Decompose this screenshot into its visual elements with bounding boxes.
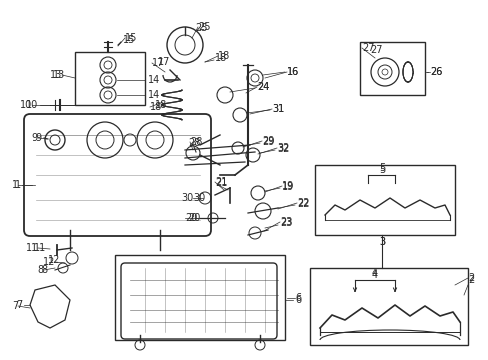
Bar [309, 268, 467, 345]
Text: 10: 10 [26, 100, 38, 110]
Text: 24: 24 [257, 82, 269, 92]
Text: 22: 22 [296, 199, 309, 209]
Text: 18: 18 [155, 100, 167, 110]
Text: 32: 32 [276, 144, 289, 154]
Text: 18: 18 [218, 51, 230, 61]
Text: 16: 16 [286, 67, 299, 77]
Text: 11: 11 [26, 243, 38, 253]
Text: 30: 30 [193, 193, 205, 203]
Text: 26: 26 [429, 67, 442, 77]
Text: 28: 28 [187, 138, 200, 148]
Text: 13: 13 [53, 70, 65, 80]
Text: 25: 25 [198, 22, 210, 32]
Text: 18: 18 [150, 102, 162, 112]
Text: 27: 27 [361, 43, 374, 53]
Text: 4: 4 [371, 268, 377, 278]
Text: 23: 23 [280, 217, 292, 227]
Text: 17: 17 [152, 58, 164, 68]
Text: 10: 10 [20, 100, 32, 110]
Bar [75, 52, 145, 105]
Text: 17: 17 [158, 57, 170, 67]
Text: 12: 12 [47, 255, 60, 265]
Text: 13: 13 [50, 70, 62, 80]
Text: 20: 20 [184, 213, 197, 223]
Text: 16: 16 [286, 67, 299, 77]
Text: 15: 15 [125, 33, 137, 43]
Text: 5: 5 [378, 163, 385, 173]
Text: 2: 2 [467, 275, 473, 285]
Text: 4: 4 [371, 270, 377, 280]
Text: 6: 6 [294, 295, 301, 305]
Text: 26: 26 [429, 67, 442, 77]
Text: 24: 24 [257, 82, 269, 92]
Text: 14: 14 [148, 90, 160, 100]
Bar [115, 255, 285, 340]
Text: 5: 5 [378, 165, 385, 175]
Text: 19: 19 [282, 182, 294, 192]
Text: 14: 14 [148, 75, 160, 85]
Text: 3: 3 [378, 237, 384, 247]
Text: 8: 8 [42, 265, 48, 275]
Text: 25: 25 [195, 23, 207, 33]
Text: 30: 30 [182, 193, 194, 203]
Bar [314, 165, 454, 235]
Text: 31: 31 [271, 104, 284, 114]
Text: 29: 29 [262, 137, 274, 147]
Text: 15: 15 [123, 35, 135, 45]
Text: 7: 7 [12, 301, 18, 311]
Text: 9: 9 [32, 133, 38, 143]
Bar [359, 42, 424, 95]
Text: 3: 3 [378, 237, 384, 247]
Text: 12: 12 [42, 257, 55, 267]
Text: 1: 1 [15, 180, 21, 190]
Text: 21: 21 [215, 177, 227, 187]
Text: 28: 28 [190, 137, 202, 147]
Text: 32: 32 [276, 143, 289, 153]
Text: 29: 29 [262, 136, 274, 146]
Text: 19: 19 [282, 181, 294, 191]
Text: 1: 1 [12, 180, 18, 190]
Text: 8: 8 [38, 265, 44, 275]
Text: 31: 31 [271, 104, 284, 114]
Text: 20: 20 [187, 213, 200, 223]
Text: 9: 9 [36, 133, 42, 143]
Text: 2: 2 [467, 273, 473, 283]
Text: 22: 22 [296, 198, 309, 208]
Text: 18: 18 [215, 53, 227, 63]
Text: 11: 11 [34, 243, 46, 253]
Text: 27: 27 [369, 45, 382, 55]
Text: 21: 21 [215, 178, 227, 188]
Text: 6: 6 [294, 293, 301, 303]
Text: 23: 23 [280, 218, 292, 228]
Text: 7: 7 [16, 300, 22, 310]
